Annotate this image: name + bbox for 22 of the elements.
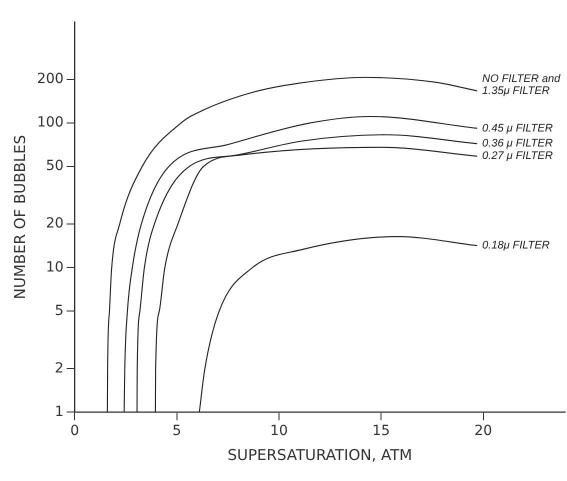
y-tick-label: 50 [46, 158, 64, 174]
y-tick-label: 1 [54, 404, 64, 420]
y-axis-title: NUMBER OF BUBBLES [10, 134, 29, 300]
series-label: 0.36 μ FILTER [482, 138, 553, 150]
series-label: 0.45 μ FILTER [482, 122, 553, 134]
x-tick-label: 15 [372, 423, 390, 440]
series-label: NO FILTER and 1.35μ FILTER [482, 72, 562, 97]
y-tick-label: 2 [54, 360, 64, 376]
line-series [106, 76, 478, 412]
y-tick-label: 10 [46, 259, 64, 276]
y-tick-label: 100 [36, 114, 64, 131]
series-label: 0.18μ FILTER [482, 240, 550, 252]
y-tick-label: 200 [36, 71, 64, 88]
x-axis-title: SUPERSATURATION, ATM [227, 446, 412, 464]
y-tick-label: 5 [54, 302, 64, 319]
x-tick-label: 20 [474, 423, 492, 440]
y-tick-label: 20 [46, 216, 64, 232]
series-label: 0.27 μ FILTER [482, 150, 553, 162]
x-tick-label: 0 [70, 423, 80, 440]
x-tick-label: 5 [172, 423, 182, 440]
x-tick-label: 10 [270, 423, 288, 440]
line-series [198, 236, 478, 412]
